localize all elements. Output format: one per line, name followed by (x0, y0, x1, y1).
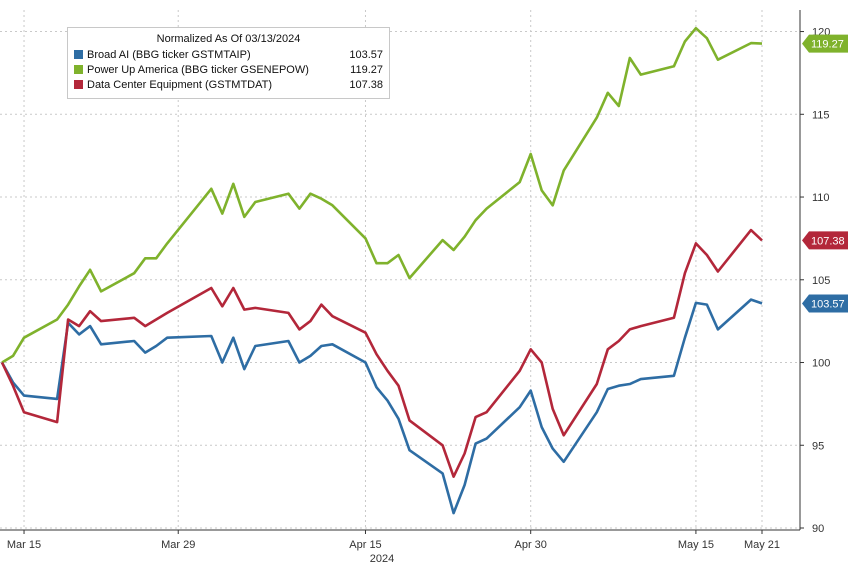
x-year-label: 2024 (370, 553, 394, 565)
x-tick-label: Mar 29 (161, 539, 195, 551)
y-tick-label: 105 (812, 275, 830, 287)
legend-swatch (74, 65, 83, 74)
legend-item-power-up-america: Power Up America (BBG ticker GSENEPOW) 1… (68, 62, 389, 77)
value-tag-label: 119.27 (811, 39, 844, 51)
x-tick-label: Apr 15 (349, 539, 381, 551)
value-tag-power-up-america: 119.27 (802, 34, 848, 53)
series-line-power-up-america (1, 26, 763, 364)
legend-item-data-center-equipment: Data Center Equipment (GSTMTDAT) 107.38 (68, 77, 389, 92)
value-tag-box (802, 231, 848, 250)
x-tick-label: May 21 (744, 539, 780, 551)
x-tick-label: Mar 15 (7, 539, 41, 551)
legend-title: Normalized As Of 03/13/2024 (156, 33, 301, 45)
value-tag-data-center-equipment: 107.38 (802, 231, 848, 250)
value-tag-label: 103.57 (811, 298, 845, 310)
x-axis: Mar 15 Mar 29 Apr 15 Apr 30 May 15 May 21 2024 (0, 529, 800, 565)
y-tick-label: 115 (812, 109, 830, 121)
y-tick-label: 100 (812, 358, 830, 370)
series-layer (0, 26, 763, 515)
y-tick-label: 90 (812, 523, 824, 535)
legend-swatch (74, 80, 83, 89)
legend-label: Data Center Equipment (GSTMTDAT) (87, 78, 273, 91)
value-tag-label: 107.38 (811, 235, 845, 247)
value-tag-broad-ai: 103.57 (802, 294, 848, 313)
legend: Normalized As Of 03/13/2024 Broad AI (BB… (67, 27, 390, 99)
series-line-data-center-equipment (0, 228, 763, 479)
legend-value: 119.27 (350, 63, 383, 76)
y-tick-label: 95 (812, 440, 824, 452)
x-tick-label: May 15 (678, 539, 714, 551)
legend-label: Broad AI (BBG ticker GSTMTAIP) (87, 48, 251, 61)
legend-label: Power Up America (BBG ticker GSENEPOW) (87, 63, 309, 76)
value-tag-box (802, 34, 848, 53)
legend-value: 103.57 (349, 48, 383, 61)
legend-value: 107.38 (349, 78, 383, 91)
legend-item-broad-ai: Broad AI (BBG ticker GSTMTAIP) 103.57 (68, 47, 389, 62)
legend-swatch (74, 50, 83, 59)
x-tick-label: Apr 30 (514, 539, 546, 551)
y-tick-label: 110 (812, 192, 830, 204)
value-tag-box (802, 294, 848, 313)
series-line-broad-ai (0, 298, 763, 515)
